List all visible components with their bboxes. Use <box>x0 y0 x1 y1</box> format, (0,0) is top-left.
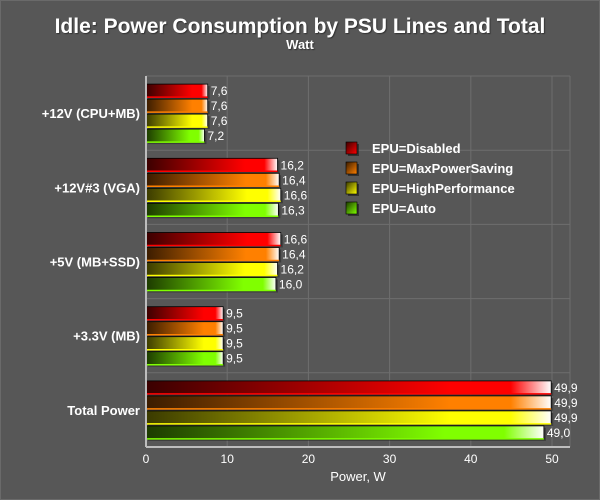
data-label: 9,5 <box>226 352 243 366</box>
axes: +12V (CPU+MB) +12V#3 (VGA) +5V (MB+SSD) +3.… <box>42 76 570 484</box>
legend-swatch <box>345 161 358 175</box>
data-label: 9,5 <box>226 322 243 336</box>
bar <box>145 172 280 187</box>
x-tick-label: 10 <box>221 452 235 466</box>
data-label: 7,6 <box>211 84 228 98</box>
bar <box>145 410 552 425</box>
bar <box>145 351 224 366</box>
bar <box>145 113 209 128</box>
data-label: 7,2 <box>207 129 224 143</box>
data-label: 16,3 <box>281 203 305 217</box>
legend-swatch <box>345 141 358 155</box>
bar <box>145 262 278 276</box>
x-axis-label: Power, W <box>330 469 386 484</box>
bar <box>145 277 277 291</box>
bar <box>145 98 209 113</box>
legend-swatch <box>345 181 358 195</box>
bar <box>145 128 205 143</box>
category-label: Total Power <box>67 403 140 418</box>
x-tick-label: 40 <box>464 452 478 466</box>
category-label: +3.3V (MB) <box>73 329 140 344</box>
legend-label: EPU=Disabled <box>372 141 461 156</box>
bar <box>145 202 279 217</box>
x-tick-label: 0 <box>143 452 150 466</box>
legend-label: EPU=MaxPowerSaving <box>372 161 513 176</box>
category-label: +5V (MB+SSD) <box>50 255 140 270</box>
data-label: 49,9 <box>554 411 578 425</box>
data-label: 16,2 <box>281 263 305 277</box>
data-label: 7,6 <box>211 99 228 113</box>
x-tick-label: 20 <box>302 452 316 466</box>
data-label: 49,0 <box>547 426 571 440</box>
x-tick-label: 30 <box>383 452 397 466</box>
bar <box>145 187 282 202</box>
chart-title: Idle: Power Consumption by PSU Lines and… <box>54 15 546 38</box>
category-label: +12V#3 (VGA) <box>54 180 140 195</box>
bar <box>145 232 282 246</box>
data-label: 16,2 <box>281 158 305 172</box>
data-label: 49,9 <box>554 396 578 410</box>
bar <box>145 336 224 351</box>
data-label: 16,6 <box>284 188 308 202</box>
data-label: 9,5 <box>226 337 243 351</box>
data-label: 16,4 <box>282 173 306 187</box>
bar <box>145 425 545 440</box>
data-label: 49,9 <box>554 381 578 395</box>
bar <box>145 321 224 336</box>
bar <box>145 306 224 321</box>
data-label: 16,0 <box>279 278 303 292</box>
category-label: +12V (CPU+MB) <box>42 106 140 121</box>
bar <box>145 157 278 172</box>
legend-swatch <box>345 201 358 215</box>
data-label: 16,4 <box>282 248 306 262</box>
bar <box>145 83 209 98</box>
bar <box>145 395 552 410</box>
data-label: 7,6 <box>211 114 228 128</box>
bar <box>145 247 280 261</box>
x-tick-label: 50 <box>545 452 559 466</box>
legend-label: EPU=HighPerformance <box>372 181 515 196</box>
bars: 7,67,67,67,216,216,416,616,316,616,416,2… <box>145 83 578 441</box>
legend: EPU=Disabled EPU=MaxPowerSaving EPU=HighPe… <box>345 141 515 216</box>
legend-label: EPU=Auto <box>372 201 436 216</box>
bar <box>145 380 552 395</box>
data-label: 16,6 <box>284 233 308 247</box>
chart-subtitle: Watt <box>286 37 314 52</box>
data-label: 9,5 <box>226 307 243 321</box>
